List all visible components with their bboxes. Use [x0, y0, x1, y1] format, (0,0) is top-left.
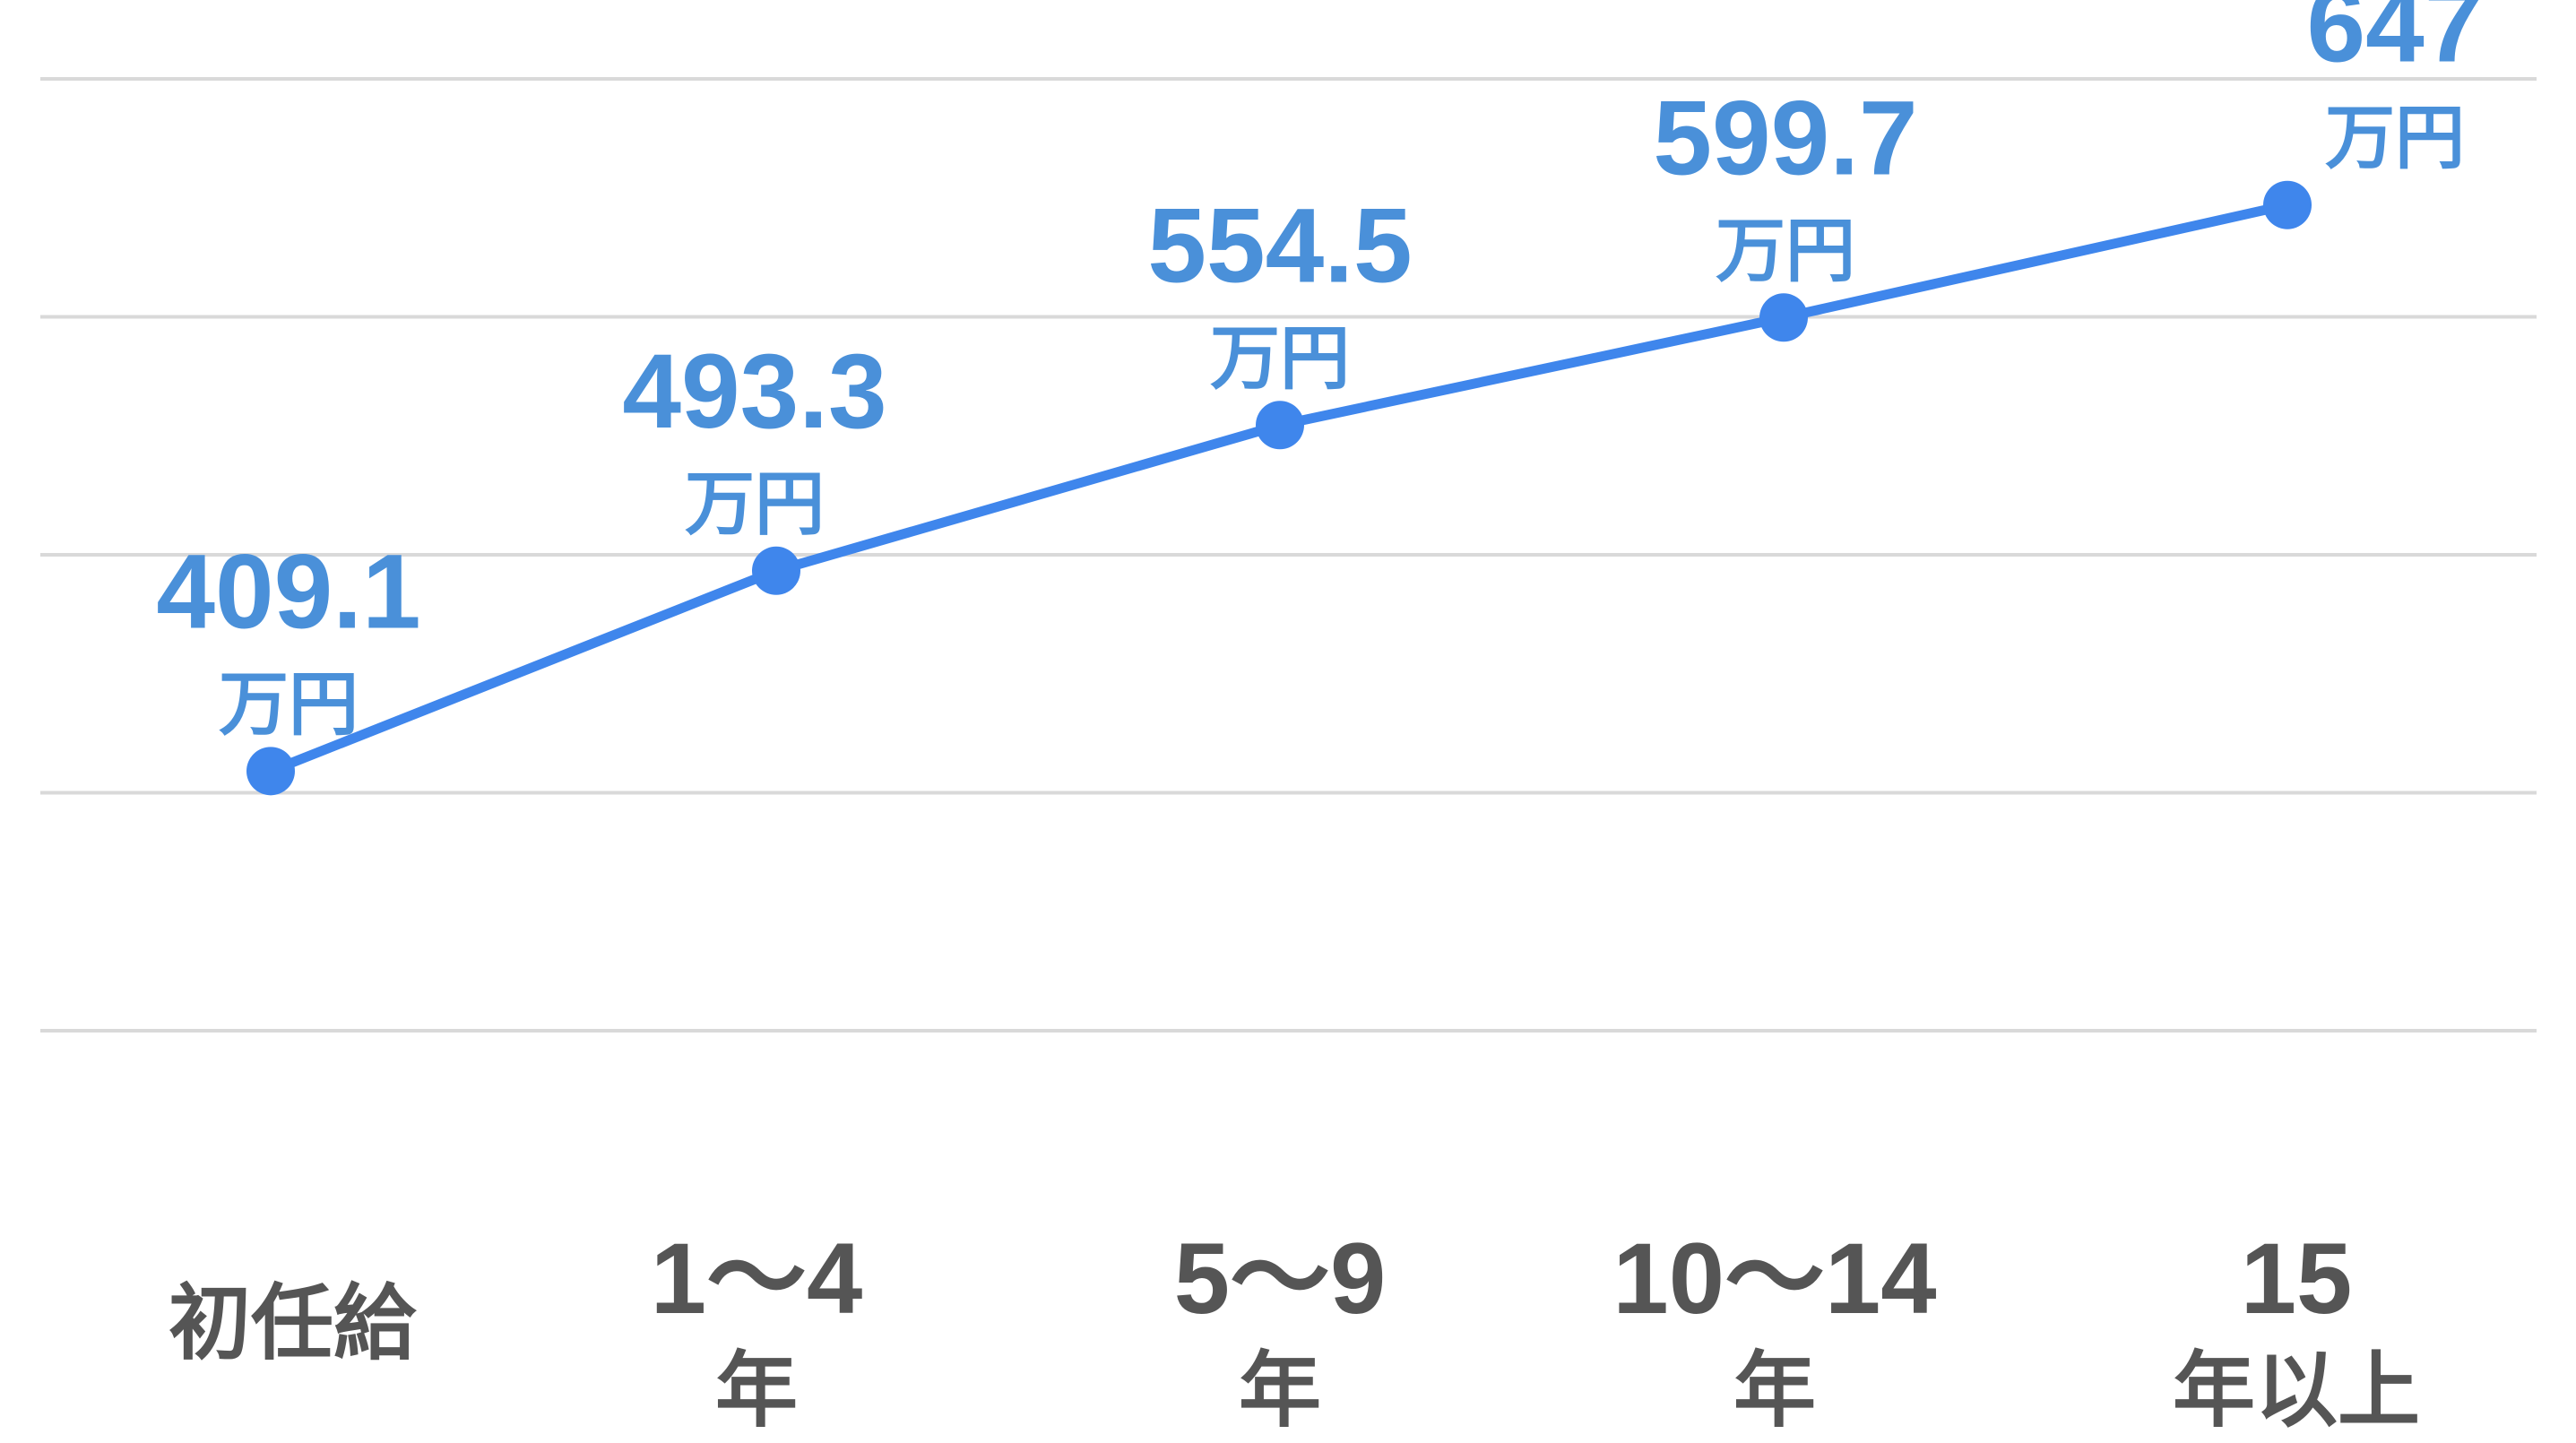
x-tick-label: 10〜14	[1612, 1223, 1936, 1335]
x-tick-label-suffix: 年	[715, 1343, 798, 1439]
data-point	[2263, 180, 2312, 229]
x-tick-label: 15	[2241, 1223, 2353, 1335]
data-point	[752, 546, 800, 595]
data-label-unit: 万円	[2325, 99, 2465, 179]
data-label-unit: 万円	[685, 464, 825, 545]
data-point	[1759, 293, 1808, 342]
x-tick-label-suffix: 年	[1733, 1343, 1816, 1439]
data-label-value: 554.5	[1147, 186, 1412, 305]
data-label-value: 599.7	[1653, 79, 1917, 197]
x-tick-label-suffix: 年以上	[2173, 1343, 2420, 1439]
data-label-unit: 万円	[1716, 211, 1855, 291]
x-tick-label-suffix: 年	[1239, 1343, 1321, 1439]
gridlines	[40, 77, 2537, 1033]
data-points	[246, 180, 2312, 796]
data-label-value: 647	[2307, 0, 2484, 85]
data-point	[246, 747, 295, 796]
data-label-value: 493.3	[622, 333, 886, 451]
data-labels: 409.1 万円 493.3 万円 554.5 万円 599.7 万円 647 万円	[156, 0, 2483, 745]
x-tick-label: 5〜9	[1174, 1223, 1387, 1335]
x-tick-label: 初任給	[169, 1275, 417, 1371]
data-label-value: 409.1	[156, 532, 420, 651]
x-tick-label: 1〜4	[651, 1223, 863, 1335]
data-point	[1256, 401, 1304, 450]
data-label-unit: 万円	[219, 664, 359, 745]
data-label-unit: 万円	[1210, 318, 1350, 399]
